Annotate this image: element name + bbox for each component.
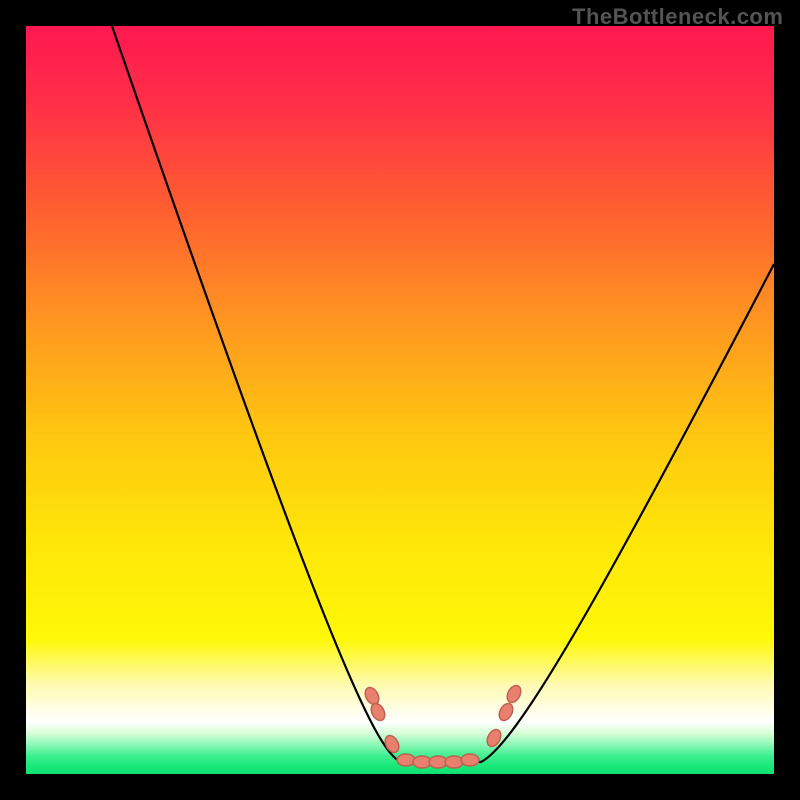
gradient-background — [26, 26, 774, 774]
data-point — [445, 756, 463, 768]
data-point — [397, 754, 415, 766]
data-point — [461, 754, 479, 766]
watermark-text: TheBottleneck.com — [572, 4, 783, 30]
bottleneck-chart — [26, 26, 774, 774]
